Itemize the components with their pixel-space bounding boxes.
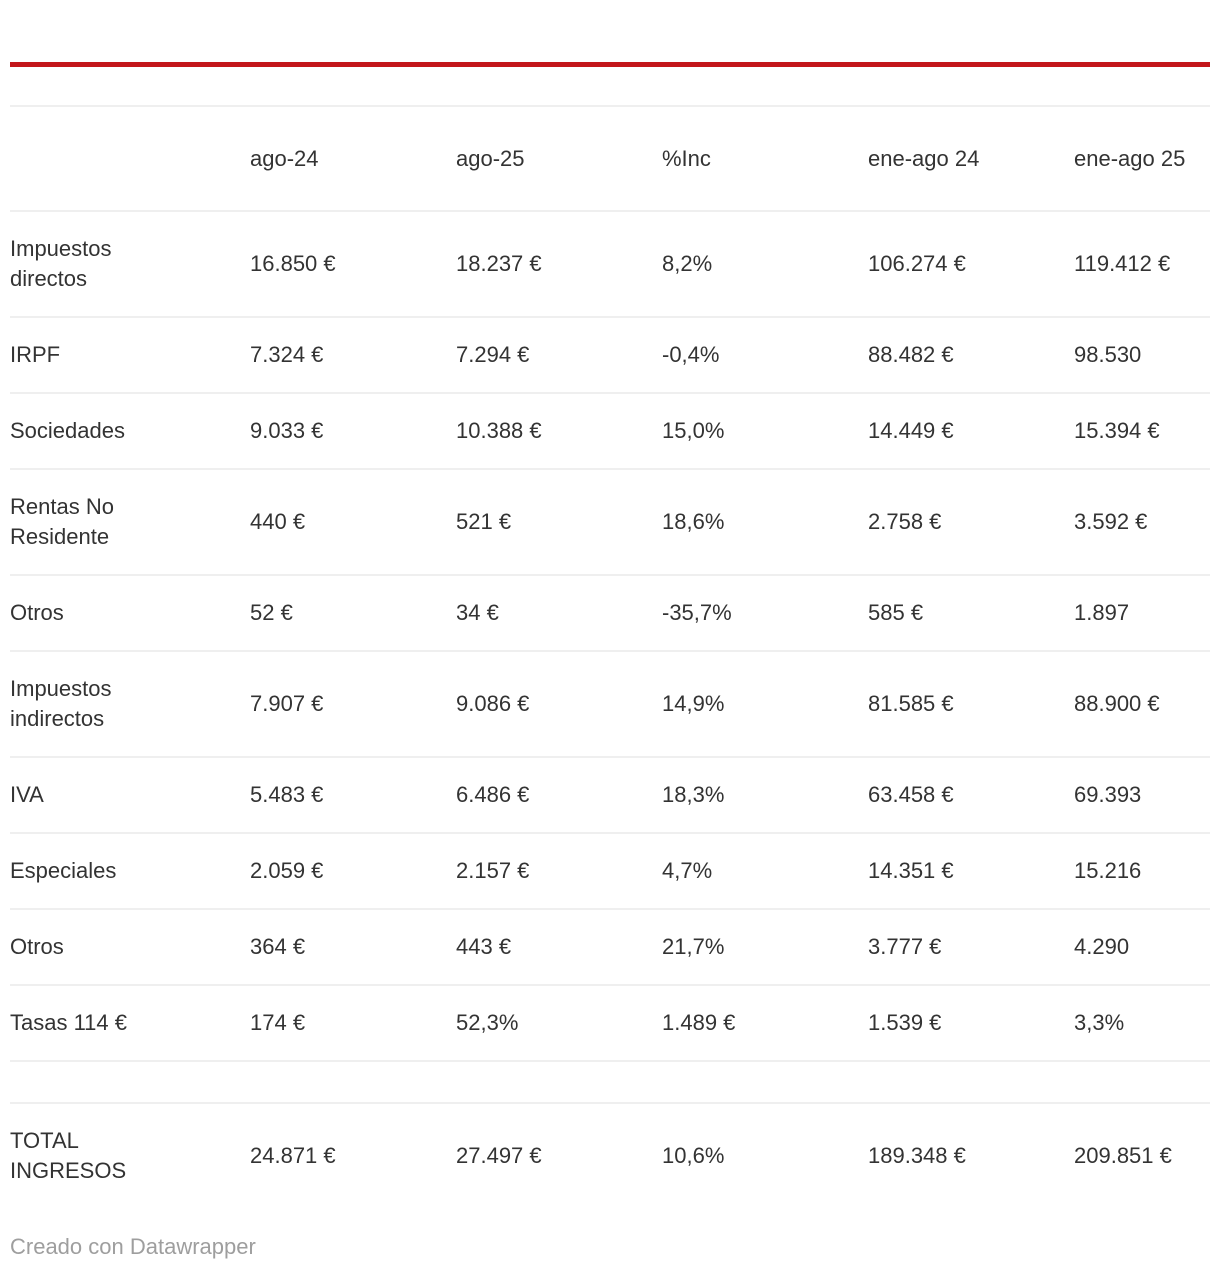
column-header: ago-24 (250, 145, 319, 171)
row-label: Rentas No Residente (10, 494, 114, 549)
table-cell: 7.324 € (250, 342, 324, 367)
table-cell: 14.351 € (868, 858, 954, 883)
row-label: Especiales (10, 858, 117, 883)
table-cell: 9.033 € (250, 418, 324, 443)
table-cell: 440 € (250, 509, 306, 534)
table-cell: 4,7% (662, 858, 713, 883)
table-row: Impuestos indirectos 7.907 € 9.086 € 14,9% 8… (10, 651, 1210, 757)
table-cell: 209.851 € (1074, 1143, 1172, 1168)
table-cell: 27.497 € (456, 1143, 542, 1168)
row-label (10, 1061, 250, 1103)
table-cell: 24.871 € (250, 1143, 336, 1168)
row-label: Tasas 114 € (10, 1010, 128, 1035)
column-header: %Inc (662, 145, 711, 171)
table-cell: 1.489 € (662, 1010, 736, 1035)
header-row: ago-24 ago-25 %Inc ene-ago 24 ene-ago 25 (10, 106, 1210, 211)
table-cell: 3,3% (1074, 1010, 1125, 1035)
column-header: ago-25 (456, 145, 525, 171)
table-cell: 21,7% (662, 934, 725, 959)
table-cell: 9.086 € (456, 691, 530, 716)
table-row: Otros 364 € 443 € 21,7% 3.777 € 4.290 (10, 909, 1210, 985)
table-cell: 585 € (868, 600, 924, 625)
spacer-row (10, 1061, 1210, 1103)
table-cell: 52 € (250, 600, 293, 625)
table-cell (1074, 1061, 1210, 1103)
table-row: IRPF 7.324 € 7.294 € -0,4% 88.482 € 98.530 (10, 317, 1210, 393)
table-cell: 14,9% (662, 691, 725, 716)
table-row: Tasas 114 € 174 € 52,3% 1.489 € 1.539 € 3,3% (10, 985, 1210, 1061)
table-cell: 7.294 € (456, 342, 530, 367)
row-label: Impuestos directos (10, 236, 112, 291)
table-cell (250, 1061, 456, 1103)
table-cell: 1.539 € (868, 1010, 942, 1035)
table-cell: 98.530 (1074, 342, 1142, 367)
table-cell: -35,7% (662, 600, 732, 625)
table-cell: 5.483 € (250, 782, 324, 807)
table-cell: 18.237 € (456, 251, 542, 276)
table-cell: 34 € (456, 600, 499, 625)
table-row: Otros 52 € 34 € -35,7% 585 € 1.897 (10, 575, 1210, 651)
table-cell: 88.900 € (1074, 691, 1160, 716)
row-label-column-header (10, 106, 250, 211)
table-row: IVA 5.483 € 6.486 € 18,3% 63.458 € 69.393 (10, 757, 1210, 833)
table-cell: 18,6% (662, 509, 725, 534)
table-cell: 15.216 (1074, 858, 1142, 883)
row-label: Impuestos indirectos (10, 676, 112, 731)
table-cell (662, 1061, 868, 1103)
table-cell: 443 € (456, 934, 512, 959)
table-cell: 63.458 € (868, 782, 954, 807)
row-label: IRPF (10, 342, 61, 367)
table-cell: 18,3% (662, 782, 725, 807)
column-header: ene-ago 25 (1074, 145, 1186, 171)
table-cell: 2.758 € (868, 509, 942, 534)
table-row: Especiales 2.059 € 2.157 € 4,7% 14.351 € 15.2… (10, 833, 1210, 909)
table-cell: 81.585 € (868, 691, 954, 716)
footer-credit-link[interactable]: Creado con Datawrapper (10, 1233, 256, 1261)
table-cell: 10,6% (662, 1143, 725, 1168)
table-cell: 3.592 € (1074, 509, 1148, 534)
table-cell: 69.393 (1074, 782, 1142, 807)
table-cell: 7.907 € (250, 691, 324, 716)
table-cell: 364 € (250, 934, 306, 959)
table-cell: 2.157 € (456, 858, 530, 883)
table-cell: 8,2% (662, 251, 713, 276)
row-label: TOTAL INGRESOS (10, 1128, 127, 1183)
table-cell: 3.777 € (868, 934, 942, 959)
table-row: Impuestos directos 16.850 € 18.237 € 8,2% 10… (10, 211, 1210, 317)
table-cell: 119.412 € (1074, 251, 1171, 276)
table-cell: 16.850 € (250, 251, 336, 276)
table-cell: 4.290 (1074, 934, 1130, 959)
table-cell: 52,3% (456, 1010, 519, 1035)
table-cell: 521 € (456, 509, 512, 534)
row-label: IVA (10, 782, 44, 807)
table-cell: 14.449 € (868, 418, 954, 443)
table-body: Impuestos directos 16.850 € 18.237 € 8,2% 10… (10, 211, 1210, 1208)
table-cell: 174 € (250, 1010, 306, 1035)
row-label: Otros (10, 600, 64, 625)
footer-credit-text: Creado con Datawrapper (10, 1234, 256, 1259)
table-cell: 15,0% (662, 418, 725, 443)
row-label: Otros (10, 934, 64, 959)
table-cell: -0,4% (662, 342, 720, 367)
row-label: Sociedades (10, 418, 125, 443)
table-cell (868, 1061, 1074, 1103)
table-cell: 10.388 € (456, 418, 542, 443)
table-cell: 1.897 (1074, 600, 1130, 625)
table-row: Sociedades 9.033 € 10.388 € 15,0% 14.449 € 15… (10, 393, 1210, 469)
table-row: Rentas No Residente 440 € 521 € 18,6% 2.758 … (10, 469, 1210, 575)
table-cell: 88.482 € (868, 342, 954, 367)
header-rule (10, 62, 1210, 67)
table-cell (456, 1061, 662, 1103)
table-cell: 2.059 € (250, 858, 324, 883)
table-cell: 106.274 € (868, 251, 966, 276)
table-row: TOTAL INGRESOS 24.871 € 27.497 € 10,6% 189.3… (10, 1103, 1210, 1208)
column-header: ene-ago 24 (868, 145, 980, 171)
table-cell: 189.348 € (868, 1143, 966, 1168)
table-cell: 15.394 € (1074, 418, 1160, 443)
table-cell: 6.486 € (456, 782, 530, 807)
data-table: ago-24 ago-25 %Inc ene-ago 24 ene-ago 25 Imp… (10, 105, 1210, 1208)
